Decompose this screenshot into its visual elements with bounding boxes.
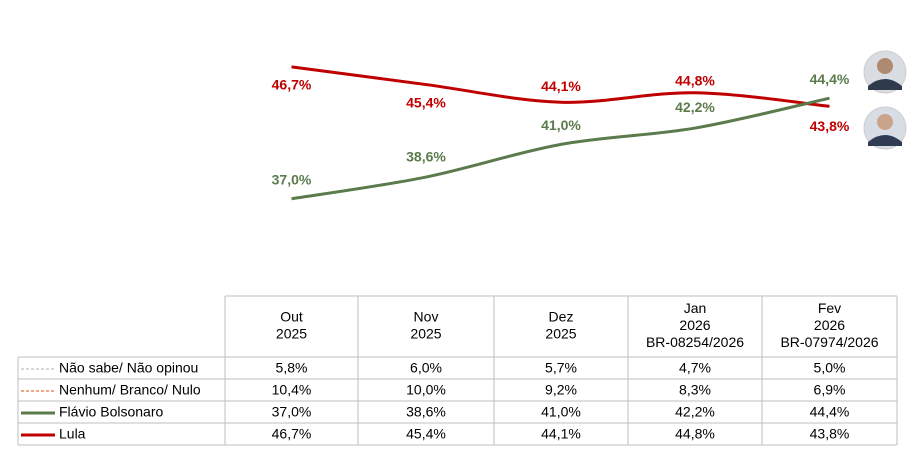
row-label: Flávio Bolsonaro xyxy=(59,404,163,420)
column-header: 2026 xyxy=(814,317,845,333)
table-cell: 10,0% xyxy=(406,382,446,398)
column-header: Jan xyxy=(684,300,707,316)
table-cell: 9,2% xyxy=(545,382,577,398)
column-header: BR-07974/2026 xyxy=(780,334,878,350)
column-header: 2025 xyxy=(276,326,307,342)
column-header: Fev xyxy=(818,300,841,316)
data-label: 44,4% xyxy=(810,71,850,87)
row-label: Nenhum/ Branco/ Nulo xyxy=(59,382,201,398)
table-cell: 5,8% xyxy=(276,360,308,376)
column-header: 2025 xyxy=(545,326,576,342)
column-header: Out xyxy=(280,309,303,325)
table-cell: 44,1% xyxy=(541,426,581,442)
row-label: Não sabe/ Não opinou xyxy=(59,360,198,376)
data-label: 38,6% xyxy=(406,149,446,165)
table-cell: 5,0% xyxy=(814,360,846,376)
table-cell: 6,9% xyxy=(814,382,846,398)
data-label: 44,1% xyxy=(541,78,581,94)
column-header: Nov xyxy=(414,309,439,325)
table-cell: 37,0% xyxy=(272,404,312,420)
table-cell: 46,7% xyxy=(272,426,312,442)
table-cell: 5,7% xyxy=(545,360,577,376)
table-cell: 6,0% xyxy=(410,360,442,376)
table-cell: 41,0% xyxy=(541,404,581,420)
photo-lula xyxy=(863,106,907,150)
data-label: 42,2% xyxy=(675,99,715,115)
table-cell: 45,4% xyxy=(406,426,446,442)
data-label: 41,0% xyxy=(541,117,581,133)
data-label: 44,8% xyxy=(675,72,715,88)
column-header: 2025 xyxy=(410,326,441,342)
column-header: 2026 xyxy=(679,317,710,333)
photo-flavio xyxy=(863,50,907,94)
series-line xyxy=(291,96,830,201)
table-cell: 4,7% xyxy=(679,360,711,376)
table-cell: 43,8% xyxy=(810,426,850,442)
data-label: 43,8% xyxy=(810,118,850,134)
data-label: 46,7% xyxy=(272,77,312,93)
data-label: 37,0% xyxy=(272,172,312,188)
table-cell: 8,3% xyxy=(679,382,711,398)
column-header: BR-08254/2026 xyxy=(646,334,744,350)
table-cell: 44,8% xyxy=(675,426,715,442)
column-header: Dez xyxy=(549,309,574,325)
table-cell: 38,6% xyxy=(406,404,446,420)
series-line xyxy=(291,65,830,108)
table-cell: 10,4% xyxy=(272,382,312,398)
table-cell: 42,2% xyxy=(675,404,715,420)
table-cell: 44,4% xyxy=(810,404,850,420)
data-label: 45,4% xyxy=(406,94,446,110)
row-label: Lula xyxy=(59,426,86,442)
